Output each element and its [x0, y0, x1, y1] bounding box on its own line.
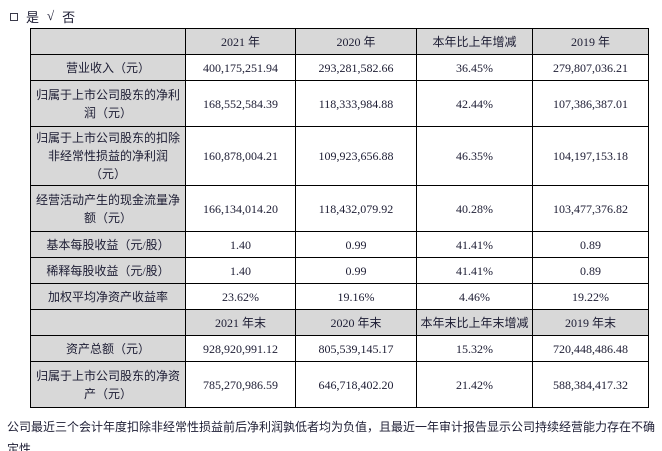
value-cell: 118,432,079.92	[295, 185, 417, 232]
value-cell: 293,281,582.66	[295, 54, 417, 81]
column-header-change: 本年比上年增减	[416, 28, 533, 55]
value-cell: 400,175,251.94	[185, 54, 296, 81]
value-cell: 166,134,014.20	[185, 185, 296, 232]
no-label: 否	[62, 9, 76, 25]
value-cell: 928,920,991.12	[185, 335, 296, 362]
row-label: 归属于上市公司股东的净资产（元）	[30, 361, 186, 408]
row-label: 加权平均净资产收益率	[30, 283, 186, 310]
value-cell: 46.35%	[416, 126, 533, 186]
value-cell: 103,477,376.82	[532, 185, 649, 232]
value-cell: 168,552,584.39	[185, 80, 296, 127]
row-label: 稀释每股收益（元/股）	[30, 257, 186, 284]
value-cell: 785,270,986.59	[185, 361, 296, 408]
value-cell: 0.89	[532, 231, 649, 258]
value-cell: 42.44%	[416, 80, 533, 127]
table-row: 加权平均净资产收益率 23.62% 19.16% 4.46% 19.22%	[30, 283, 649, 310]
table-row: 基本每股收益（元/股） 1.40 0.99 41.41% 0.89	[30, 231, 649, 258]
row-label: 经营活动产生的现金流量净额（元）	[30, 185, 186, 232]
row-label: 基本每股收益（元/股）	[30, 231, 186, 258]
value-cell: 279,807,036.21	[532, 54, 649, 81]
table-row: 归属于上市公司股东的净利润（元） 168,552,584.39 118,333,…	[30, 80, 649, 127]
checkmark-icon: √	[47, 8, 55, 23]
table-header-row-yearend: 2021 年末 2020 年末 本年末比上年末增减 2019 年末	[30, 309, 649, 336]
checkbox-icon	[10, 12, 18, 21]
table-row: 营业收入（元） 400,175,251.94 293,281,582.66 36…	[30, 54, 649, 81]
value-cell: 104,197,153.18	[532, 126, 649, 186]
going-concern-footnote: 公司最近三个会计年度扣除非经常性损益前后净利润孰低者均为负值，且最近一年审计报告…	[7, 420, 656, 451]
value-cell: 41.41%	[416, 257, 533, 284]
column-header-change-end: 本年末比上年末增减	[416, 309, 533, 336]
value-cell: 41.41%	[416, 231, 533, 258]
table-row: 经营活动产生的现金流量净额（元） 166,134,014.20 118,432,…	[30, 185, 649, 232]
value-cell: 21.42%	[416, 361, 533, 408]
value-cell: 805,539,145.17	[295, 335, 417, 362]
value-cell: 0.99	[295, 257, 417, 284]
value-cell: 160,878,004.21	[185, 126, 296, 186]
value-cell: 40.28%	[416, 185, 533, 232]
value-cell: 0.89	[532, 257, 649, 284]
column-header-empty	[30, 309, 186, 336]
row-label: 营业收入（元）	[30, 54, 186, 81]
column-header-2020-end: 2020 年末	[295, 309, 417, 336]
column-header-2020: 2020 年	[295, 28, 417, 55]
value-cell: 646,718,402.20	[295, 361, 417, 408]
table-row: 稀释每股收益（元/股） 1.40 0.99 41.41% 0.89	[30, 257, 649, 284]
table-header-row-annual: 2021 年 2020 年 本年比上年增减 2019 年	[30, 28, 649, 55]
table-row: 归属于上市公司股东的扣除非经常性损益的净利润（元） 160,878,004.21…	[30, 126, 649, 186]
row-label: 归属于上市公司股东的扣除非经常性损益的净利润（元）	[30, 126, 186, 186]
value-cell: 118,333,984.88	[295, 80, 417, 127]
column-header-2019: 2019 年	[532, 28, 649, 55]
value-cell: 1.40	[185, 231, 296, 258]
value-cell: 4.46%	[416, 283, 533, 310]
value-cell: 0.99	[295, 231, 417, 258]
value-cell: 588,384,417.32	[532, 361, 649, 408]
value-cell: 107,386,387.01	[532, 80, 649, 127]
value-cell: 19.22%	[532, 283, 649, 310]
value-cell: 19.16%	[295, 283, 417, 310]
yes-label: 是	[26, 9, 40, 25]
value-cell: 720,448,486.48	[532, 335, 649, 362]
value-cell: 109,923,656.88	[295, 126, 417, 186]
value-cell: 15.32%	[416, 335, 533, 362]
key-financials-table: 2021 年 2020 年 本年比上年增减 2019 年 营业收入（元） 400…	[30, 28, 649, 408]
yes-no-selector-line: 是 √ 否	[0, 0, 662, 25]
table-row: 资产总额（元） 928,920,991.12 805,539,145.17 15…	[30, 335, 649, 362]
row-label: 归属于上市公司股东的净利润（元）	[30, 80, 186, 127]
column-header-2021: 2021 年	[185, 28, 296, 55]
column-header-2019-end: 2019 年末	[532, 309, 649, 336]
value-cell: 36.45%	[416, 54, 533, 81]
value-cell: 23.62%	[185, 283, 296, 310]
column-header-empty	[30, 28, 186, 55]
column-header-2021-end: 2021 年末	[185, 309, 296, 336]
value-cell: 1.40	[185, 257, 296, 284]
table-row: 归属于上市公司股东的净资产（元） 785,270,986.59 646,718,…	[30, 361, 649, 408]
row-label: 资产总额（元）	[30, 335, 186, 362]
